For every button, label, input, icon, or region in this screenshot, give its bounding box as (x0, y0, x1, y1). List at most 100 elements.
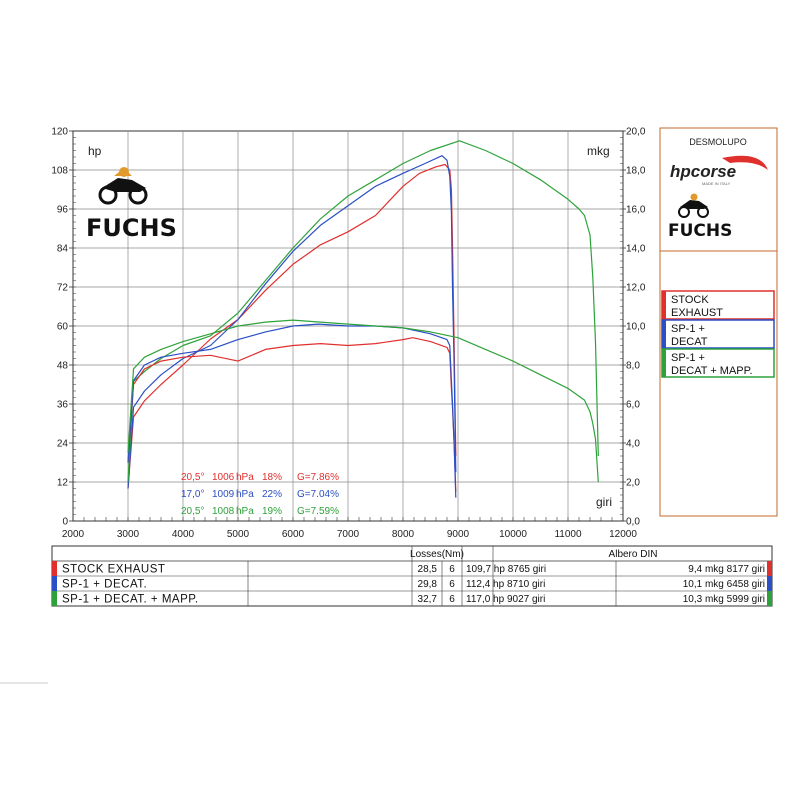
condition-1-field-0: 17,0° (181, 489, 204, 500)
y-tick-right-label: 6,0 (626, 400, 640, 411)
fuchs-logo-right: FUCHS (668, 193, 732, 241)
table-row-hp: 109,7 hp 8765 giri (466, 564, 546, 575)
series-lines (127, 140, 599, 498)
x-tick-label: 3000 (117, 529, 140, 540)
x-tick-label: 2000 (62, 529, 85, 540)
y-tick-left-label: 0 (62, 517, 68, 528)
condition-2-field-1: 1008 (212, 506, 235, 517)
table-row-losses: 28,5 (418, 564, 438, 575)
table-row-name: STOCK EXHAUST (62, 564, 165, 576)
table-row-swatch-left (52, 591, 57, 606)
table-row-name: SP-1 + DECAT. (62, 579, 147, 591)
y-tick-right-label: 0,0 (626, 517, 640, 528)
table-row-mkg: 10,1 mkg 6458 giri (683, 579, 765, 590)
condition-0-field-2: hPa (236, 472, 254, 483)
table-row-n: 6 (449, 594, 455, 605)
condition-1-field-3: 22% (262, 489, 282, 500)
table-row-mkg: 10,3 mkg 5999 giri (683, 594, 765, 605)
unit-right-label: mkg (587, 144, 610, 158)
x-tick-label: 8000 (392, 529, 415, 540)
legend-label-line1: SP-1 + (671, 323, 705, 335)
legend-box (661, 290, 775, 320)
y-tick-left-label: 84 (57, 244, 69, 255)
y-tick-left-label: 120 (51, 127, 68, 138)
y-tick-right-label: 18,0 (626, 166, 646, 177)
condition-1-field-2: hPa (236, 489, 254, 500)
condition-0-field-0: 20,5° (181, 472, 204, 483)
condition-1-field-4: G=7.04% (297, 489, 339, 500)
x-tick-label: 7000 (337, 529, 360, 540)
y-tick-left-label: 108 (51, 166, 68, 177)
fuchs-text-left: FUCHS (86, 214, 177, 242)
legend-label-line1: STOCK (671, 294, 709, 306)
condition-0-field-4: G=7.86% (297, 472, 339, 483)
hpcorse-swoosh-icon (722, 155, 768, 170)
table-row-swatch-left (52, 576, 57, 591)
y-tick-right-label: 10,0 (626, 322, 646, 333)
x-tick-label: 5000 (227, 529, 250, 540)
y-tick-right-label: 16,0 (626, 205, 646, 216)
table-header-losses: Losses(Nm) (410, 549, 464, 560)
hpcorse-logo: hpcorse MADE IN ITALY (670, 155, 768, 186)
condition-1-field-1: 1009 (212, 489, 235, 500)
x-tick-label: 6000 (282, 529, 305, 540)
x-tick-label: 10000 (499, 529, 527, 540)
legend-swatch (662, 320, 666, 348)
motorcycle-icon-right (678, 193, 709, 218)
y-tick-right-label: 2,0 (626, 478, 640, 489)
series-line-power-2 (127, 140, 599, 483)
y-tick-right-label: 20,0 (626, 127, 646, 138)
hpcorse-text: hpcorse (670, 162, 736, 181)
legend-swatch (662, 291, 666, 319)
table-row-hp: 112,4 hp 8710 giri (466, 579, 545, 590)
x-tick-label: 4000 (172, 529, 195, 540)
legend-label-line1: SP-1 + (671, 352, 705, 364)
results-table: Losses(Nm) Albero DIN STOCK EXHAUST 28,5 6 10… (51, 545, 773, 607)
condition-0-field-1: 1006 (212, 472, 235, 483)
table-row-n: 6 (449, 579, 455, 590)
unit-x-label: giri (596, 495, 612, 509)
y-ticks-right: 0,0 2,0 4,0 6,0 8,0 10,0 12,0 14,0 16,0 18,0 20,0 (623, 127, 646, 528)
legend-swatch (662, 349, 666, 377)
y-tick-left-label: 12 (57, 478, 69, 489)
table-header-albero: Albero DIN (609, 549, 658, 560)
table-row-mkg: 9,4 mkg 8177 giri (688, 564, 765, 575)
table-row-swatch-right (767, 561, 772, 576)
table-row-swatch-right (767, 591, 772, 606)
x-tick-label: 9000 (447, 529, 470, 540)
legend-label-line2: DECAT + MAPP. (671, 365, 753, 377)
x-tick-label: 12000 (609, 529, 637, 540)
table-row-n: 6 (449, 564, 455, 575)
condition-2-field-4: G=7.59% (297, 506, 339, 517)
hpcorse-sub: MADE IN ITALY (702, 181, 731, 186)
x-tick-label: 11000 (554, 529, 582, 540)
condition-2-field-3: 19% (262, 506, 282, 517)
legend-label-line2: DECAT (671, 336, 708, 348)
legend-label-line2: EXHAUST (671, 307, 723, 319)
y-tick-right-label: 4,0 (626, 439, 640, 450)
series-line-torque-1 (127, 323, 457, 498)
conditions-block: 20,5° 1006 hPa 18% G=7.86%17,0° 1009 hPa 22% G=7… (181, 472, 339, 517)
table-row-losses: 32,7 (418, 594, 438, 605)
y-tick-right-label: 8,0 (626, 361, 640, 372)
y-tick-left-label: 60 (57, 322, 69, 333)
y-ticks-left: 0 12 24 36 48 60 72 84 96 108 120 (51, 127, 73, 528)
table-row-swatch-right (767, 576, 772, 591)
minor-ticks (72, 130, 624, 522)
x-ticks: 2000 3000 4000 5000 6000 7000 8000 9000 10000 110… (62, 529, 637, 540)
table-row-name: SP-1 + DECAT. + MAPP. (62, 594, 199, 606)
y-tick-left-label: 36 (57, 400, 69, 411)
series-line-power-1 (127, 155, 457, 489)
condition-2-field-0: 20,5° (181, 506, 204, 517)
y-tick-left-label: 48 (57, 361, 69, 372)
fuchs-logo-left: FUCHS (86, 167, 177, 242)
y-tick-right-label: 14,0 (626, 244, 646, 255)
condition-2-field-2: hPa (236, 506, 254, 517)
series-line-power-0 (127, 163, 457, 489)
motorcycle-icon (98, 167, 148, 205)
table-row-swatch-left (52, 561, 57, 576)
desmolupo-title: DESMOLUPO (689, 137, 747, 147)
series-line-torque-2 (127, 319, 599, 483)
